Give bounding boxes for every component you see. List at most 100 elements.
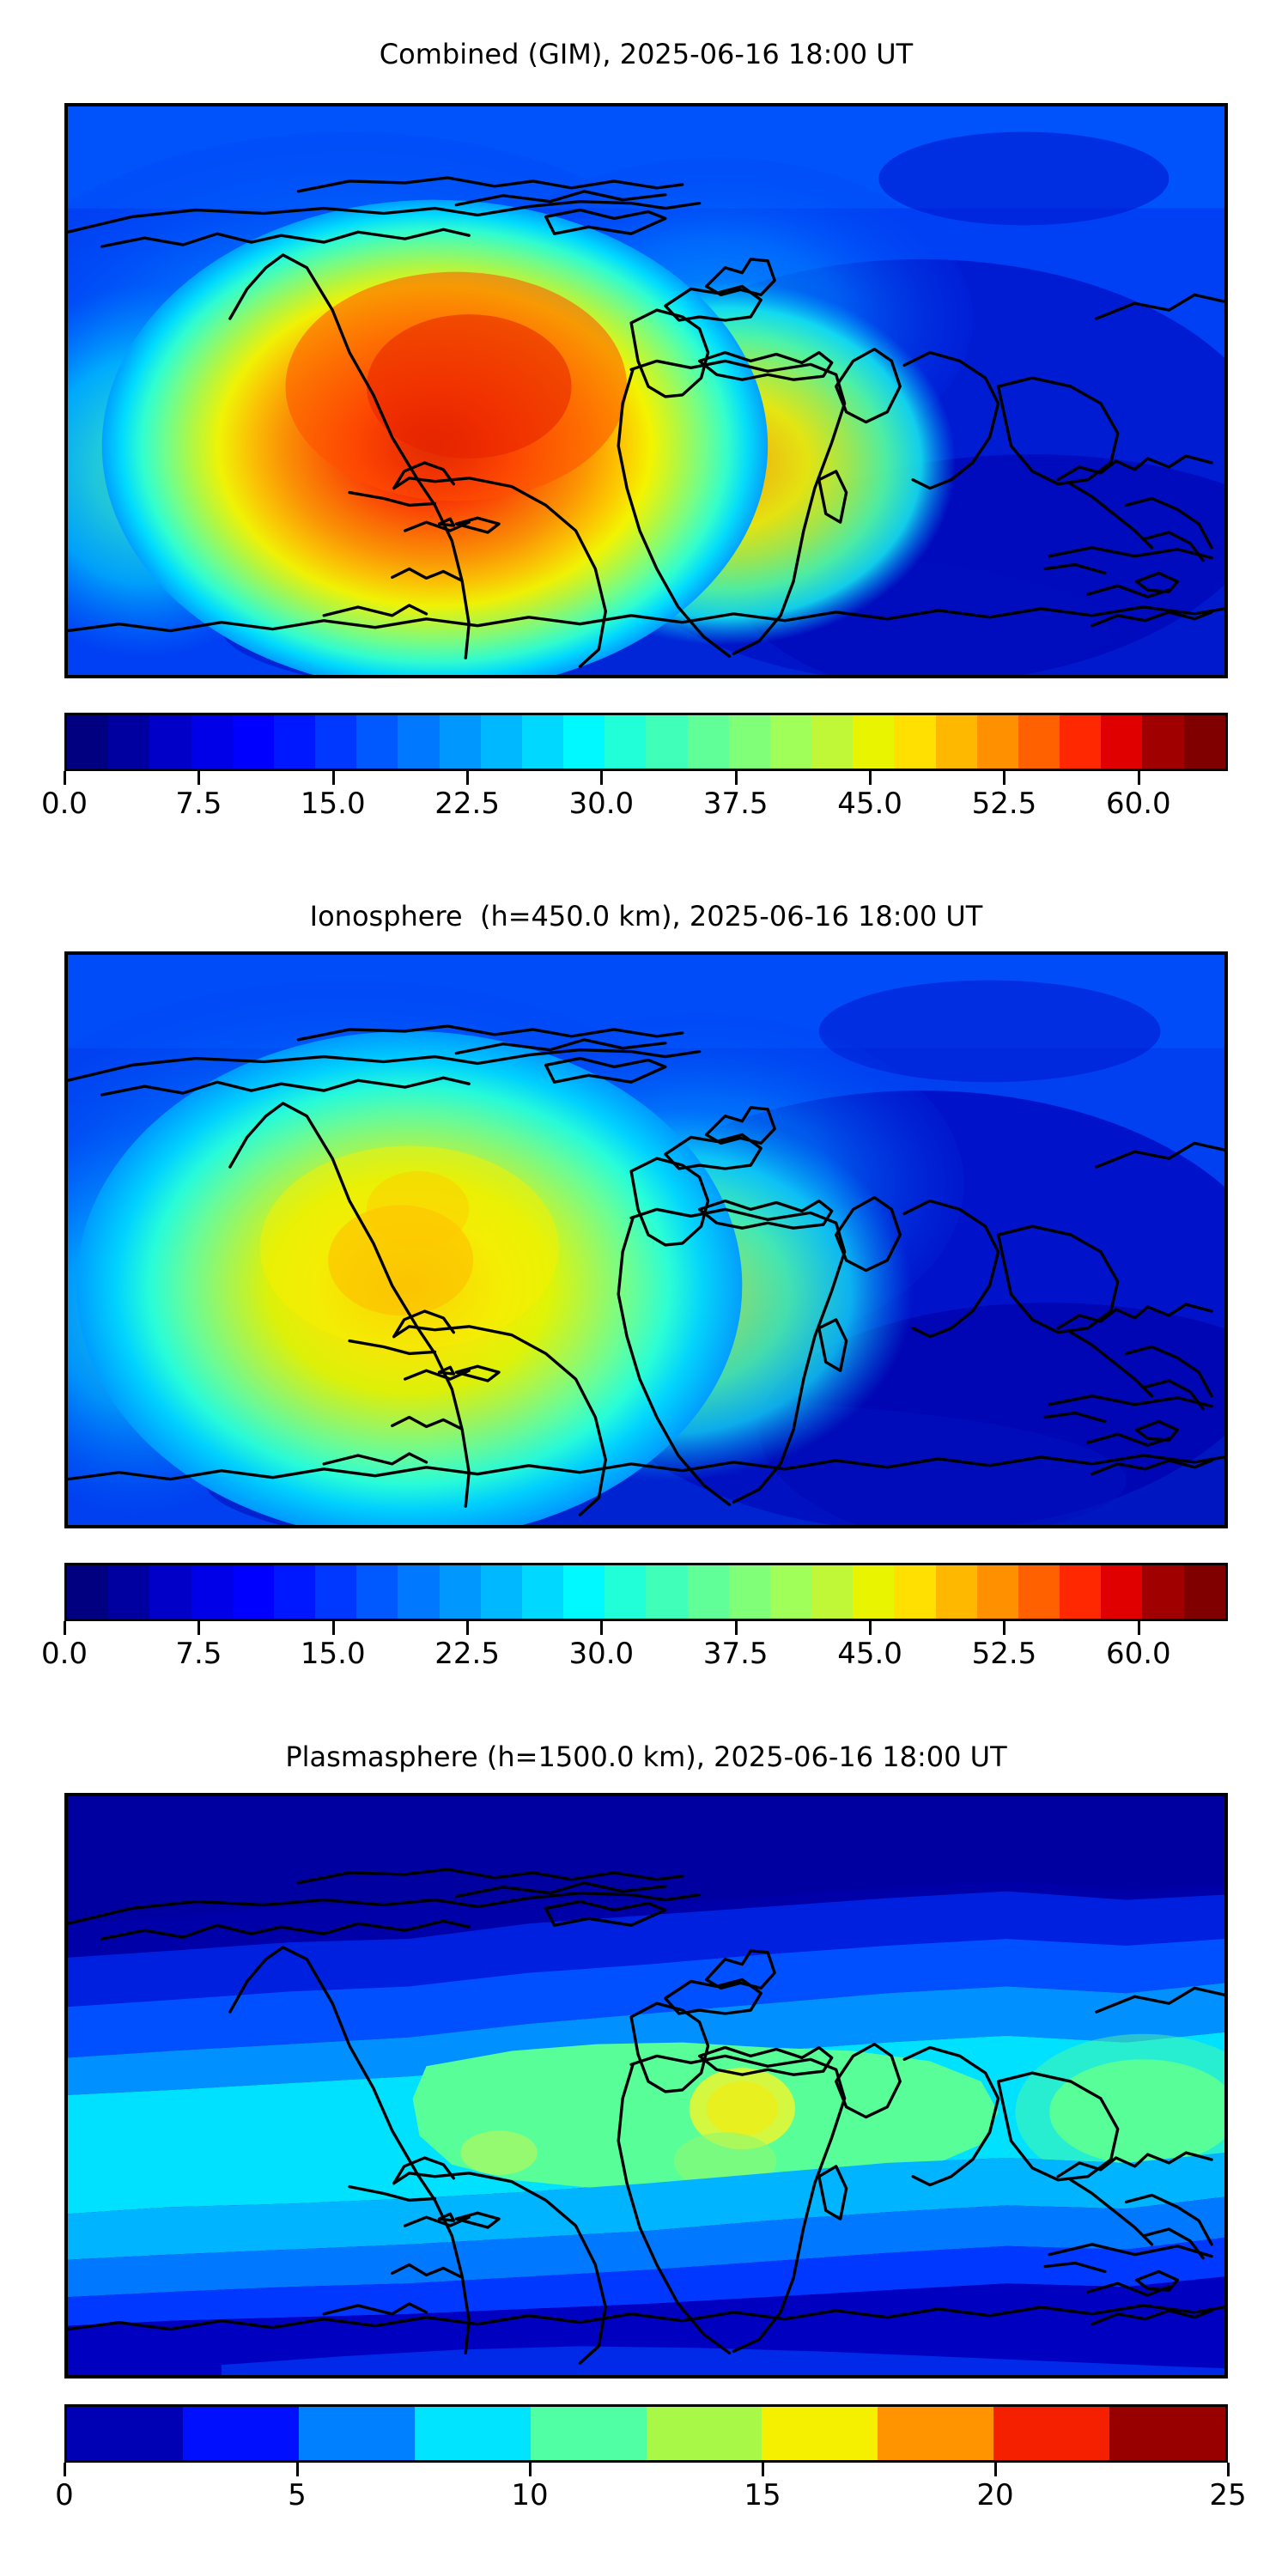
colorbar-band [853, 715, 895, 769]
colorbar-band [67, 715, 109, 769]
colorbar-band [1101, 715, 1143, 769]
colorbar-band [646, 715, 688, 769]
colorbar-ionosphere-gradient [64, 1563, 1228, 1621]
colorbar-tick-label: 52.5 [971, 1637, 1037, 1671]
colorbar-band [298, 2407, 415, 2460]
colorbar-tick-label: 15 [744, 2478, 781, 2512]
colorbar-band [811, 1565, 854, 1619]
colorbar-tick [600, 771, 604, 785]
colorbar-band [563, 1565, 605, 1619]
colorbar-band [398, 1565, 440, 1619]
colorbar-band [728, 1565, 770, 1619]
colorbar-band [646, 2407, 762, 2460]
colorbar-band [935, 715, 977, 769]
colorbar-band [530, 2407, 647, 2460]
colorbar-plasmasphere-labels: 0 5 10 15 20 25 [55, 2478, 1246, 2518]
colorbar-band [439, 1565, 481, 1619]
colorbar-band [273, 1565, 316, 1619]
colorbar-band [935, 1565, 977, 1619]
colorbar-plasmasphere: 0 5 10 15 20 25 [55, 2404, 1247, 2524]
colorbar-tick-label: 7.5 [175, 1637, 222, 1671]
colorbar-band [182, 2407, 299, 2460]
colorbar-band [687, 1565, 729, 1619]
colorbar-band [1142, 1565, 1184, 1619]
colorbar-band [108, 715, 150, 769]
colorbar-ionosphere-labels: 0.0 7.5 15.0 22.5 30.0 37.5 45.0 52.5 60… [41, 1637, 1228, 1676]
colorbar-tick [1003, 1621, 1006, 1635]
colorbar-combined-ticks [64, 771, 1228, 785]
colorbar-tick [197, 1621, 201, 1635]
colorbar-tick [994, 2463, 997, 2476]
colorbar-band [521, 715, 564, 769]
colorbar-band [976, 1565, 1018, 1619]
colorbar-tick [1003, 771, 1006, 785]
colorbar-band [687, 715, 729, 769]
colorbar-tick-label: 37.5 [702, 787, 769, 821]
colorbar-band [1060, 1565, 1102, 1619]
colorbar-tick [296, 2463, 299, 2476]
colorbar-tick-label: 37.5 [702, 1637, 769, 1671]
colorbar-tick-label: 7.5 [175, 787, 222, 821]
colorbar-tick [331, 1621, 335, 1635]
colorbar-tick-label: 22.5 [434, 787, 500, 821]
colorbar-band [894, 715, 936, 769]
map-plasmasphere-svg [68, 1796, 1224, 2375]
colorbar-tick [466, 771, 470, 785]
colorbar-combined: 0.0 7.5 15.0 22.5 30.0 37.5 45.0 52.5 60… [41, 713, 1228, 833]
colorbar-plasmasphere-gradient [64, 2404, 1228, 2463]
colorbar-band [521, 1565, 564, 1619]
colorbar-band [853, 1565, 895, 1619]
colorbar-band [993, 2407, 1110, 2460]
colorbar-band [315, 1565, 357, 1619]
colorbar-band [480, 1565, 522, 1619]
colorbar-tick [1137, 1621, 1140, 1635]
colorbar-band [1183, 1565, 1225, 1619]
colorbar-tick [734, 771, 738, 785]
colorbar-band [232, 1565, 274, 1619]
colorbar-band [439, 715, 481, 769]
colorbar-tick [869, 771, 872, 785]
colorbar-combined-gradient [64, 713, 1228, 771]
colorbar-ionosphere-ticks [64, 1621, 1228, 1635]
colorbar-tick-label: 60.0 [1105, 787, 1171, 821]
map-ionosphere-svg [68, 955, 1224, 1525]
colorbar-band [762, 2407, 878, 2460]
colorbar-band [1101, 1565, 1143, 1619]
colorbar-tick-label: 10 [511, 2478, 549, 2512]
colorbar-band [315, 715, 357, 769]
colorbar-tick [64, 2463, 66, 2476]
colorbar-tick-label: 25 [1209, 2478, 1247, 2512]
colorbar-tick-label: 0.0 [40, 1637, 88, 1671]
colorbar-tick-label: 30.0 [568, 787, 635, 821]
colorbar-tick-label: 15.0 [300, 787, 366, 821]
colorbar-plasmasphere-ticks [64, 2463, 1230, 2476]
colorbar-band [894, 1565, 936, 1619]
colorbar-band [480, 715, 522, 769]
colorbar-band [191, 715, 233, 769]
colorbar-band [878, 2407, 994, 2460]
colorbar-band [356, 1565, 398, 1619]
colorbar-tick-label: 5 [288, 2478, 307, 2512]
panel-combined: Combined (GIM), 2025-06-16 18:00 UT [41, 0, 1228, 859]
colorbar-tick [466, 1621, 470, 1635]
colorbar-band [605, 715, 647, 769]
colorbar-band [67, 2407, 183, 2460]
colorbar-band [728, 715, 770, 769]
colorbar-tick [64, 1621, 66, 1635]
colorbar-band [1183, 715, 1225, 769]
colorbar-tick [600, 1621, 604, 1635]
colorbar-band [811, 715, 854, 769]
colorbar-band [1018, 1565, 1060, 1619]
map-plasmasphere [64, 1793, 1228, 2379]
colorbar-band [1109, 2407, 1225, 2460]
colorbar-tick [869, 1621, 872, 1635]
map-ionosphere [64, 951, 1228, 1528]
panel-ionosphere: Ionosphere (h=450.0 km), 2025-06-16 18:0… [41, 859, 1228, 1717]
colorbar-band [1142, 715, 1184, 769]
colorbar-tick [1137, 771, 1140, 785]
colorbar-band [769, 1565, 812, 1619]
colorbar-tick-label: 0 [55, 2478, 74, 2512]
colorbar-tick [197, 771, 201, 785]
colorbar-band [67, 1565, 109, 1619]
